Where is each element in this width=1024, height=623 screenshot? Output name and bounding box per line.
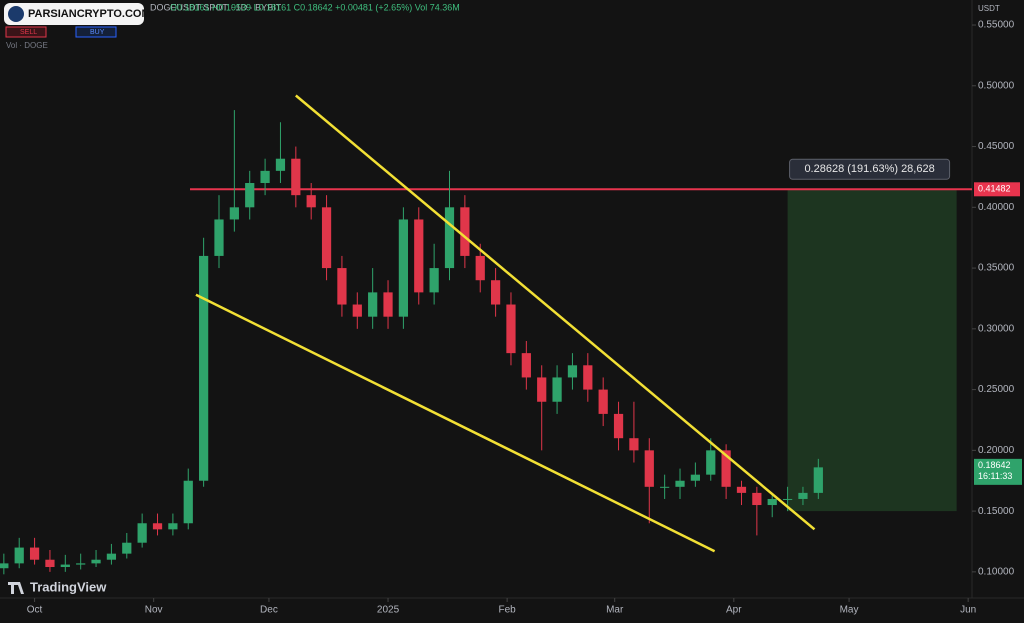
candle-body	[60, 564, 70, 568]
y-tick-label: 0.15000	[978, 506, 1015, 517]
candle-body	[475, 255, 485, 281]
candle-body	[306, 195, 316, 208]
brand: TradingView	[30, 579, 107, 594]
sell-label[interactable]: SELL	[20, 29, 37, 36]
candle-body	[45, 559, 55, 568]
candle-body	[29, 547, 40, 560]
candle-body	[567, 365, 578, 378]
candle-body	[675, 480, 685, 487]
last-price-tag	[974, 458, 1022, 485]
level-label: 0.41482	[978, 184, 1011, 194]
candle-body	[137, 523, 147, 543]
candle-body	[644, 450, 654, 487]
x-tick-label: 2025	[377, 605, 400, 616]
candle-body	[629, 438, 639, 451]
y-tick-label: 0.10000	[978, 567, 1015, 578]
candle-body	[229, 207, 239, 220]
candle-body	[321, 207, 332, 269]
target-label-box	[789, 158, 951, 180]
target-box	[787, 189, 957, 512]
candle-body	[660, 486, 670, 488]
candle-body	[260, 170, 270, 184]
candle-body	[460, 207, 470, 256]
candle-body	[798, 492, 808, 499]
candle-body	[152, 523, 163, 530]
candle-body	[767, 498, 777, 506]
ohlc: O0.18161 H0.19539 L0.18161 C0.18642 +0.0…	[170, 2, 460, 12]
buy-button[interactable]	[75, 26, 117, 38]
candle-body	[183, 480, 193, 524]
symbol: DOGEUSDT SPOT · 1D · BYBIT	[150, 2, 282, 12]
candle-body	[352, 304, 362, 317]
currency: USDT	[978, 4, 1000, 13]
candle-body	[168, 523, 178, 530]
candle-body	[752, 492, 762, 506]
candle-body	[337, 268, 347, 305]
candle-body	[721, 450, 731, 487]
candle-body	[122, 542, 132, 554]
x-tick-label: Oct	[27, 605, 43, 616]
watermark-icon	[8, 6, 24, 22]
watermark: PARSIANCRYPTO.COM	[28, 8, 151, 20]
y-tick-label: 0.50000	[978, 80, 1015, 91]
y-tick-label: 0.25000	[978, 384, 1015, 395]
candle-body	[245, 183, 255, 208]
y-tick-label: 0.55000	[978, 20, 1015, 31]
candle-body	[598, 389, 608, 414]
candle-body	[291, 158, 301, 196]
trendline	[295, 94, 816, 531]
y-tick-label: 0.35000	[978, 263, 1015, 274]
volume-label: Vol · DOGE	[6, 41, 48, 50]
candle-body	[0, 563, 9, 569]
target-label: 0.28628 (191.63%) 28,628	[804, 163, 934, 175]
candle-body	[414, 219, 424, 293]
candle-body	[583, 365, 593, 390]
candle-body	[690, 474, 700, 481]
candle-body	[813, 467, 823, 493]
watermark-box	[4, 3, 144, 25]
y-tick-label: 0.30000	[978, 323, 1015, 334]
last-price-label: 0.18642	[978, 460, 1011, 470]
candle-body	[14, 547, 24, 564]
x-tick-label: Dec	[260, 605, 278, 616]
x-tick-label: Mar	[606, 605, 624, 616]
candle-body	[275, 158, 286, 171]
candle-body	[736, 486, 747, 493]
y-tick-label: 0.40000	[978, 202, 1015, 213]
x-tick-label: Nov	[145, 605, 163, 616]
candle-body	[444, 207, 455, 269]
candle-body	[199, 255, 209, 481]
candle-body	[106, 553, 117, 560]
candle-body	[91, 559, 101, 564]
candle-body	[537, 377, 547, 402]
candle-body	[782, 498, 793, 500]
candle-body	[552, 377, 562, 402]
candle-body	[490, 280, 501, 305]
candle-body	[429, 268, 439, 293]
candle-body	[398, 219, 409, 317]
countdown: 16:11:33	[978, 471, 1012, 481]
buy-label[interactable]: BUY	[90, 29, 105, 36]
candle-body	[214, 219, 224, 256]
candle-body	[521, 353, 531, 378]
x-tick-label: May	[840, 605, 859, 616]
candle-body	[76, 563, 86, 565]
y-tick-label: 0.45000	[978, 141, 1015, 152]
candle-body	[368, 292, 378, 317]
x-tick-label: Jun	[960, 605, 976, 616]
sell-button[interactable]	[5, 26, 47, 38]
y-tick-label: 0.20000	[978, 445, 1015, 456]
plot: 0.28628 (191.63%) 28,628	[0, 94, 972, 575]
candle-body	[706, 450, 716, 475]
x-tick-label: Feb	[499, 605, 517, 616]
candle-body	[506, 304, 516, 354]
trendline	[195, 293, 716, 553]
x-tick-label: Apr	[726, 605, 742, 616]
level-tag	[974, 182, 1020, 197]
brand-logo	[8, 582, 24, 594]
candle-body	[383, 292, 393, 317]
candle-body	[613, 413, 624, 439]
